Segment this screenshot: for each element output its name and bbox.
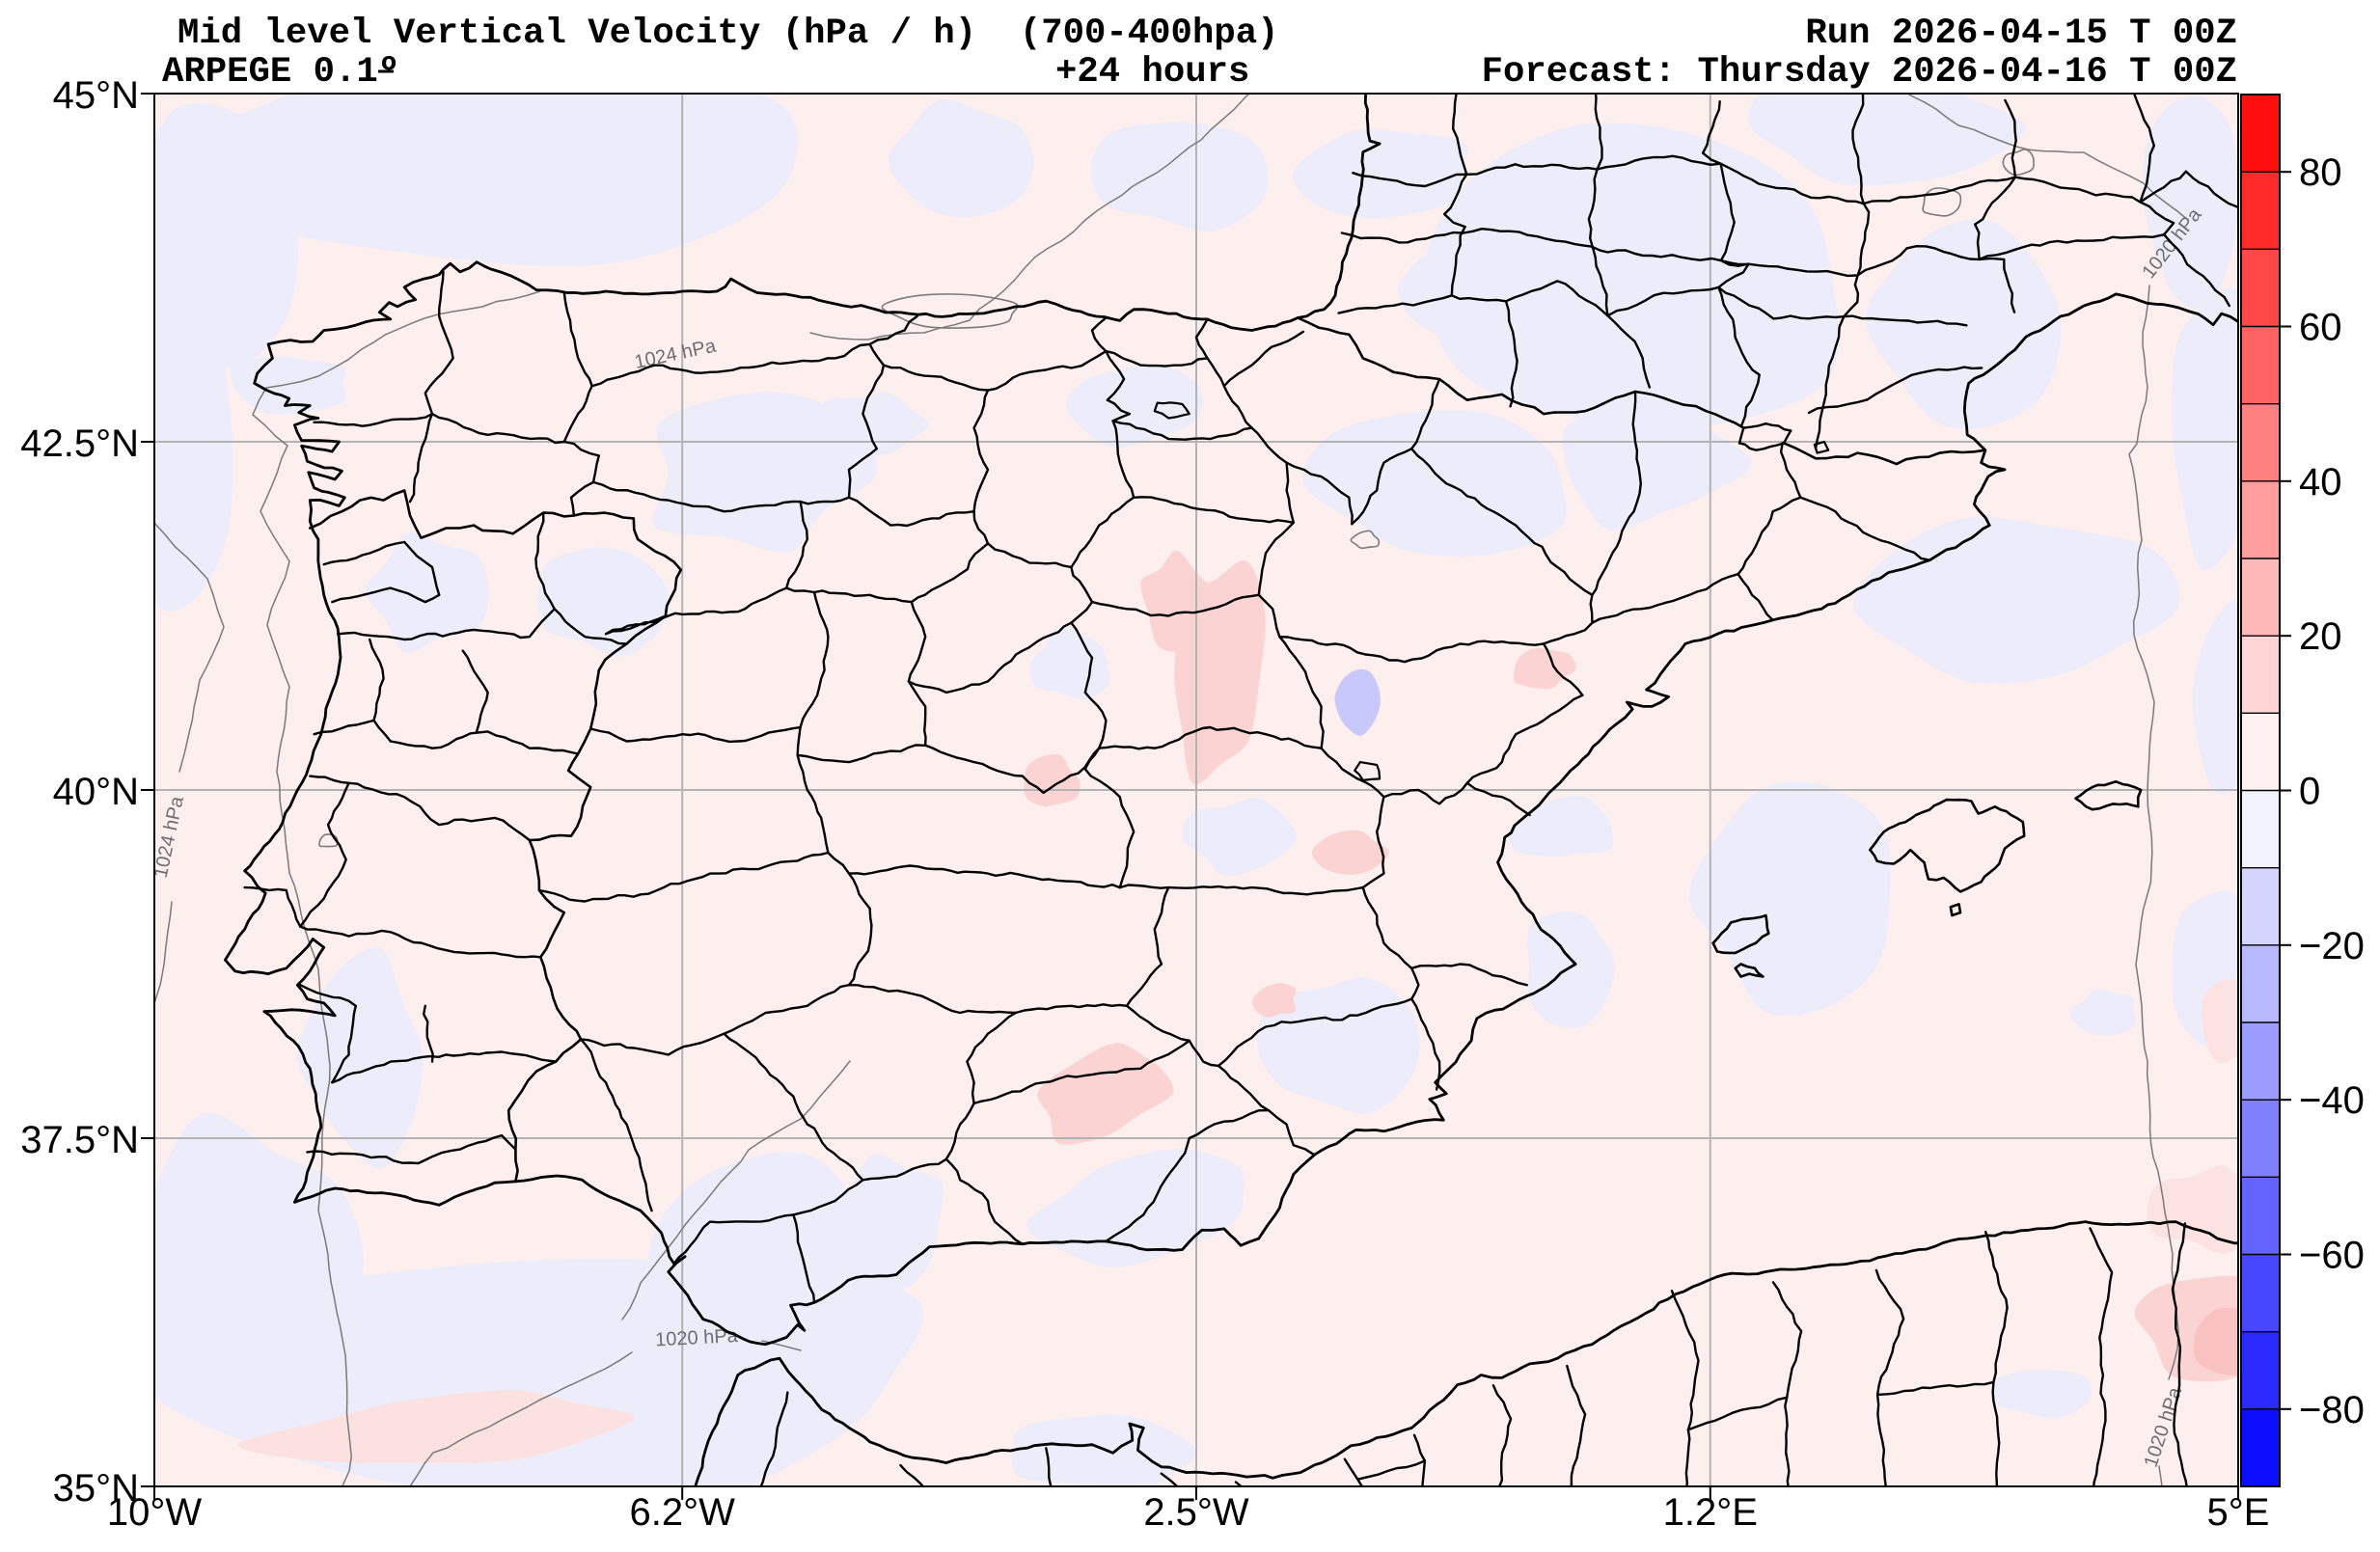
svg-text:−20: −20 bbox=[2299, 925, 2365, 967]
svg-text:+24 hours: +24 hours bbox=[1055, 52, 1249, 93]
svg-text:40°N: 40°N bbox=[53, 771, 139, 813]
svg-text:0: 0 bbox=[2299, 771, 2320, 813]
svg-text:ARPEGE 0.1º: ARPEGE 0.1º bbox=[162, 52, 399, 93]
svg-text:80: 80 bbox=[2299, 151, 2342, 194]
svg-text:60: 60 bbox=[2299, 307, 2342, 349]
svg-text:1.2°E: 1.2°E bbox=[1663, 1491, 1758, 1534]
svg-text:Forecast: Thursday 2026-04-16: Forecast: Thursday 2026-04-16 T 00Z bbox=[1482, 52, 2237, 93]
svg-text:6.2°W: 6.2°W bbox=[630, 1491, 736, 1534]
svg-text:20: 20 bbox=[2299, 615, 2342, 658]
svg-text:35°N: 35°N bbox=[53, 1467, 139, 1510]
svg-text:10°W: 10°W bbox=[107, 1491, 202, 1534]
svg-text:Mid level Vertical Velocity (h: Mid level Vertical Velocity (hPa / h) (7… bbox=[178, 14, 1278, 54]
svg-text:42.5°N: 42.5°N bbox=[20, 422, 139, 465]
svg-text:Run 2026-04-15 T 00Z: Run 2026-04-15 T 00Z bbox=[1805, 14, 2237, 54]
svg-text:37.5°N: 37.5°N bbox=[20, 1119, 139, 1161]
svg-text:−60: −60 bbox=[2299, 1235, 2365, 1277]
svg-text:40: 40 bbox=[2299, 461, 2342, 504]
svg-text:5°E: 5°E bbox=[2207, 1491, 2270, 1534]
svg-text:45°N: 45°N bbox=[53, 74, 139, 117]
svg-text:−40: −40 bbox=[2299, 1079, 2365, 1122]
svg-text:−80: −80 bbox=[2299, 1389, 2365, 1431]
svg-text:2.5°W: 2.5°W bbox=[1143, 1491, 1249, 1534]
svg-text:1020 hPa: 1020 hPa bbox=[655, 1325, 740, 1350]
